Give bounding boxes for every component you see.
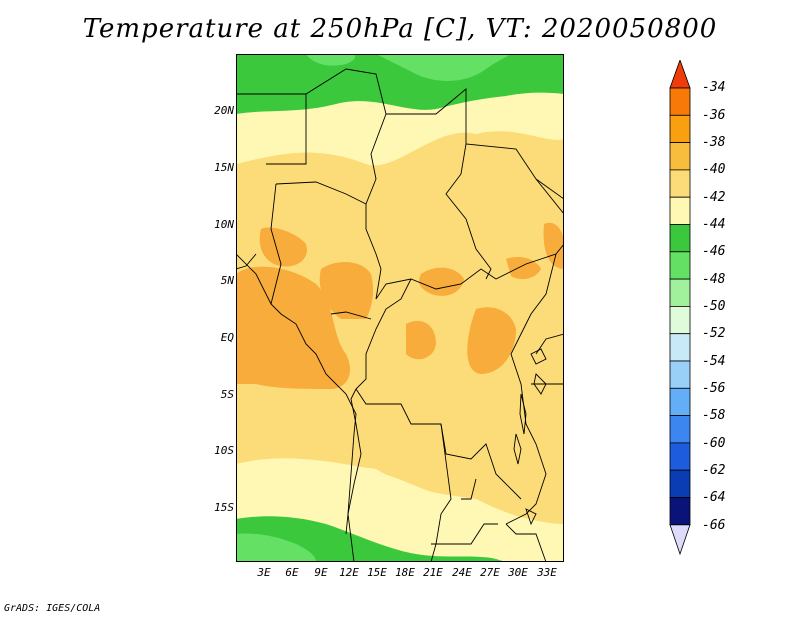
colorbar-swatch-58: [669, 415, 691, 444]
lat-label-20n: 20N: [214, 104, 234, 117]
field-40-south: [236, 384, 564, 524]
colorbar-swatch-42: [669, 196, 691, 225]
field-38-gabon: [319, 262, 374, 319]
lon-label-18e: 18E: [395, 566, 415, 579]
colorbar-label-50: -50: [702, 299, 726, 314]
field-38-drc-east: [467, 307, 516, 374]
lat-label-10n: 10N: [214, 218, 234, 231]
colorbar-swatch-44: [669, 224, 691, 253]
colorbar-label-38: -38: [702, 135, 726, 150]
map-frame: [236, 54, 564, 562]
colorbar-swatch-54: [669, 360, 691, 389]
field-42-north: [236, 91, 564, 166]
colorbar-label-62: -62: [702, 463, 726, 478]
field-38-nigeria: [259, 227, 307, 267]
field-46-south: [236, 533, 316, 562]
colorbar-label-56: -56: [702, 381, 726, 396]
lat-label-5s: 5S: [220, 388, 234, 401]
colorbar-label-58: -58: [702, 408, 726, 423]
colorbar-label-36: -36: [702, 108, 726, 123]
lon-label-12e: 12E: [339, 566, 359, 579]
field-46-north: [376, 54, 511, 81]
colorbar-label-48: -48: [702, 272, 726, 287]
colorbar-label-60: -60: [702, 436, 726, 451]
colorbar-label-66: -66: [702, 518, 726, 533]
field-38-west: [236, 266, 351, 389]
political-borders: [236, 68, 564, 562]
colorbar-label-52: -52: [702, 326, 726, 341]
temperature-map: [236, 54, 564, 562]
colorbar-swatch-48: [669, 278, 691, 307]
lon-label-3e: 3E: [257, 566, 271, 579]
lat-label-10s: 10S: [214, 444, 234, 457]
colorbar-swatch-60: [669, 442, 691, 471]
lon-label-33e: 33E: [537, 566, 557, 579]
colorbar-swatch-64: [669, 497, 691, 526]
colorbar-top-triangle: [669, 60, 691, 89]
field-38-ethiopia: [543, 222, 564, 269]
field-46-northwest: [306, 54, 356, 66]
map-title: Temperature at 250hPa [C], VT: 202005080…: [82, 14, 718, 44]
colorbar-swatch-36: [669, 114, 691, 143]
colorbar-label-40: -40: [702, 162, 726, 177]
colorbar-label-34: -34: [702, 80, 726, 95]
colorbar-bottom-triangle: [669, 524, 691, 556]
colorbar-swatch-40: [669, 169, 691, 198]
lon-label-6e: 6E: [285, 566, 299, 579]
grads-credit: GrADS: IGES/COLA: [4, 603, 101, 614]
colorbar-label-42: -42: [702, 190, 726, 205]
colorbar-label-46: -46: [702, 244, 726, 259]
lat-label-eq: EQ: [220, 331, 234, 344]
colorbar: [669, 60, 691, 556]
field-38-car: [419, 267, 464, 296]
colorbar-swatch-34: [669, 87, 691, 116]
lat-label-15n: 15N: [214, 161, 234, 174]
colorbar-label-54: -54: [702, 354, 726, 369]
lon-label-30e: 30E: [508, 566, 528, 579]
colorbar-label-44: -44: [702, 217, 726, 232]
colorbar-swatch-38: [669, 142, 691, 171]
lon-label-24e: 24E: [452, 566, 472, 579]
lon-label-9e: 9E: [314, 566, 328, 579]
colorbar-label-64: -64: [702, 490, 726, 505]
lon-label-27e: 27E: [480, 566, 500, 579]
field-38-south-sudan: [506, 257, 541, 280]
colorbar-swatch-62: [669, 469, 691, 498]
lakes: [513, 348, 547, 526]
lon-label-21e: 21E: [423, 566, 443, 579]
colorbar-swatch-50: [669, 305, 691, 335]
colorbar-swatch-46: [669, 251, 691, 280]
colorbar-swatch-56: [669, 387, 691, 416]
colorbar-swatch-52: [669, 333, 691, 362]
lat-label-5n: 5N: [220, 274, 234, 287]
lat-label-15s: 15S: [214, 501, 234, 514]
map-panel: [236, 54, 564, 562]
field-38-congo: [406, 320, 436, 360]
lon-label-15e: 15E: [367, 566, 387, 579]
